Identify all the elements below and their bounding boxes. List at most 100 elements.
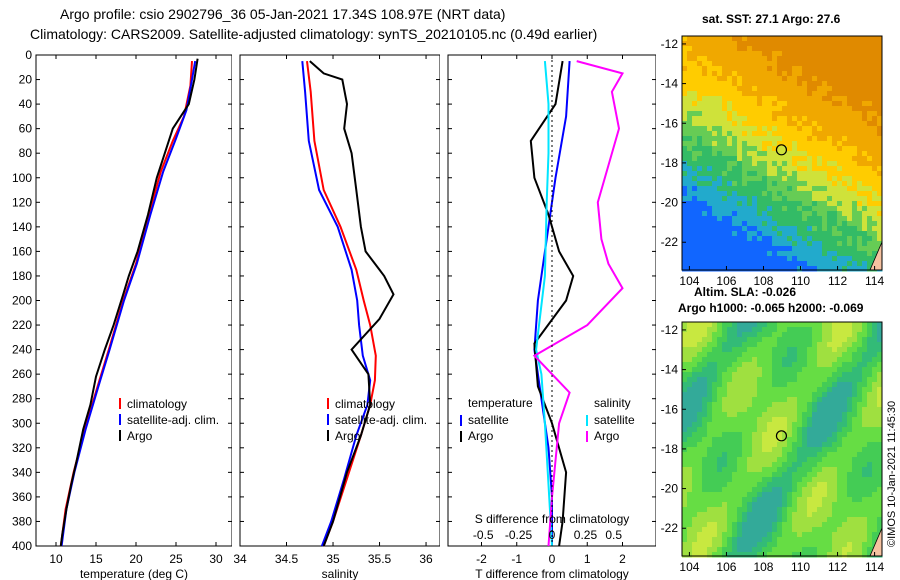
lon-tick-label: 114: [865, 560, 884, 574]
argo-position-marker: [775, 144, 788, 156]
lat-tick-label: -22: [661, 235, 679, 249]
lat-tick-label: -12: [661, 37, 679, 51]
lon-tick-label: 108: [753, 560, 773, 574]
salinity-profile-chart: 34 34.5 35 35.5 36 salinity climatology satelli…: [234, 54, 440, 580]
y-tick-label: 0: [25, 48, 32, 62]
lon-tick-label: 106: [716, 274, 736, 288]
legend-label: satellite-adj. clim.: [335, 413, 427, 427]
lon-tick-label: 112: [828, 274, 847, 288]
series-line-1: [301, 61, 372, 547]
legend-label: Argo: [594, 429, 620, 443]
top-tick-label: 0.5: [605, 528, 622, 542]
x-tick-label: -1: [511, 552, 522, 566]
y-tick-label: 380: [12, 514, 32, 528]
y-tick-label: 280: [12, 392, 32, 406]
lat-tick-label: -22: [661, 521, 679, 535]
x-tick-label: 1: [584, 552, 591, 566]
x-tick-label: 34.5: [275, 552, 299, 566]
figure-title-line1: Argo profile: csio 2902796_36 05-Jan-202…: [60, 6, 506, 22]
y-tick-label: 340: [12, 465, 32, 479]
lat-tick-label: -20: [661, 196, 679, 210]
y-tick-label: 360: [12, 490, 32, 504]
y-tick-label: 160: [12, 244, 32, 258]
series-line-2: [59, 58, 199, 547]
y-tick-label: 120: [12, 195, 32, 209]
x-tick-label: 36: [419, 552, 433, 566]
y-tick-label: 40: [19, 97, 33, 111]
sla-map-title-line2: Argo h1000: -0.065 h2000: -0.069: [678, 301, 864, 315]
lon-tick-label: 104: [679, 560, 699, 574]
series-line-1: [529, 60, 575, 547]
lon-tick-label: 108: [753, 274, 773, 288]
x-tick-label: -2: [476, 552, 487, 566]
plot-frame: [35, 54, 232, 547]
legend-label: Argo: [335, 429, 361, 443]
x-tick-label: 20: [129, 552, 143, 566]
y-tick-label: 220: [12, 318, 32, 332]
credit-text: ©IMOS 10-Jan-2021 11:45:30: [886, 400, 898, 547]
argo-position-marker: [775, 430, 788, 442]
top-tick-label: -0.5: [473, 528, 494, 542]
lon-tick-label: 112: [828, 560, 847, 574]
lat-tick-label: -16: [661, 116, 679, 130]
sla-map-title-line1: Altim. SLA: -0.026: [694, 285, 797, 299]
sla-map: 104 106 108 110 112 114 -12 -14 -16 -18 -20 -22: [661, 321, 884, 574]
lon-tick-label: 104: [679, 274, 699, 288]
sst-map-title: sat. SST: 27.1 Argo: 27.6: [702, 12, 841, 26]
y-tick-label: 20: [19, 73, 33, 87]
legend-label: climatology: [127, 397, 187, 411]
legend-label: Argo: [468, 429, 494, 443]
x-axis-label: T difference from climatology: [475, 567, 629, 580]
series-line-2: [535, 61, 553, 547]
y-tick-label: 180: [12, 269, 32, 283]
legend-label: satellite-adj. clim.: [127, 413, 219, 427]
y-tick-label: 80: [19, 146, 33, 160]
credit-stamp: ©IMOS 10-Jan-2021 11:45:30: [884, 375, 900, 565]
x-tick-label: 10: [49, 552, 63, 566]
x-tick-label: 15: [89, 552, 103, 566]
lat-tick-label: -20: [661, 482, 679, 496]
series-line-0: [306, 60, 377, 547]
x-tick-label: 34: [234, 552, 247, 566]
x-tick-label: 2: [619, 552, 626, 566]
y-tick-label: 400: [12, 539, 32, 553]
legend-label: satellite: [468, 413, 509, 427]
legend-heading: salinity: [594, 396, 631, 410]
x-tick-label: 35: [326, 552, 340, 566]
map-field: [682, 322, 883, 558]
lat-tick-label: -16: [661, 402, 679, 416]
lat-tick-label: -14: [661, 77, 679, 91]
y-tick-label: 300: [12, 416, 32, 430]
map-frame: [681, 35, 883, 271]
series-line-2: [309, 60, 395, 547]
y-tick-label: 260: [12, 367, 32, 381]
lon-tick-label: 106: [716, 560, 736, 574]
figure-title-line2: Climatology: CARS2009. Satellite-adjuste…: [30, 26, 598, 42]
map-frame: [681, 321, 883, 557]
lat-tick-label: -18: [661, 156, 679, 170]
x-tick-label: 35.5: [368, 552, 392, 566]
x-tick-label: 30: [209, 552, 223, 566]
lon-tick-label: 114: [865, 274, 884, 288]
plot-frame: [239, 54, 440, 547]
lon-tick-label: 110: [791, 274, 810, 288]
lat-tick-label: -18: [661, 442, 679, 456]
lon-tick-label: 110: [791, 560, 810, 574]
x-axis-label: temperature (deg C): [80, 567, 188, 580]
x-tick-label: 25: [169, 552, 183, 566]
y-tick-label: 140: [12, 220, 32, 234]
legend-heading: temperature: [468, 396, 533, 410]
series-line-0: [533, 61, 571, 546]
series-line-3: [532, 60, 625, 547]
lat-tick-label: -12: [661, 323, 679, 337]
sst-map: 104 106 108 110 112 114 -12 -14 -16 -18 -20 -22: [661, 35, 884, 288]
difference-profile-chart: -2 -1 0 1 2T difference from climatology S di…: [447, 54, 656, 580]
legend-label: climatology: [335, 397, 395, 411]
top-tick-label: 0.25: [574, 528, 598, 542]
top-axis-label: S difference from climatology: [475, 512, 630, 526]
map-field: [682, 36, 883, 272]
y-tick-label: 100: [12, 171, 32, 185]
top-tick-label: -0.25: [505, 528, 533, 542]
y-tick-label: 240: [12, 343, 32, 357]
